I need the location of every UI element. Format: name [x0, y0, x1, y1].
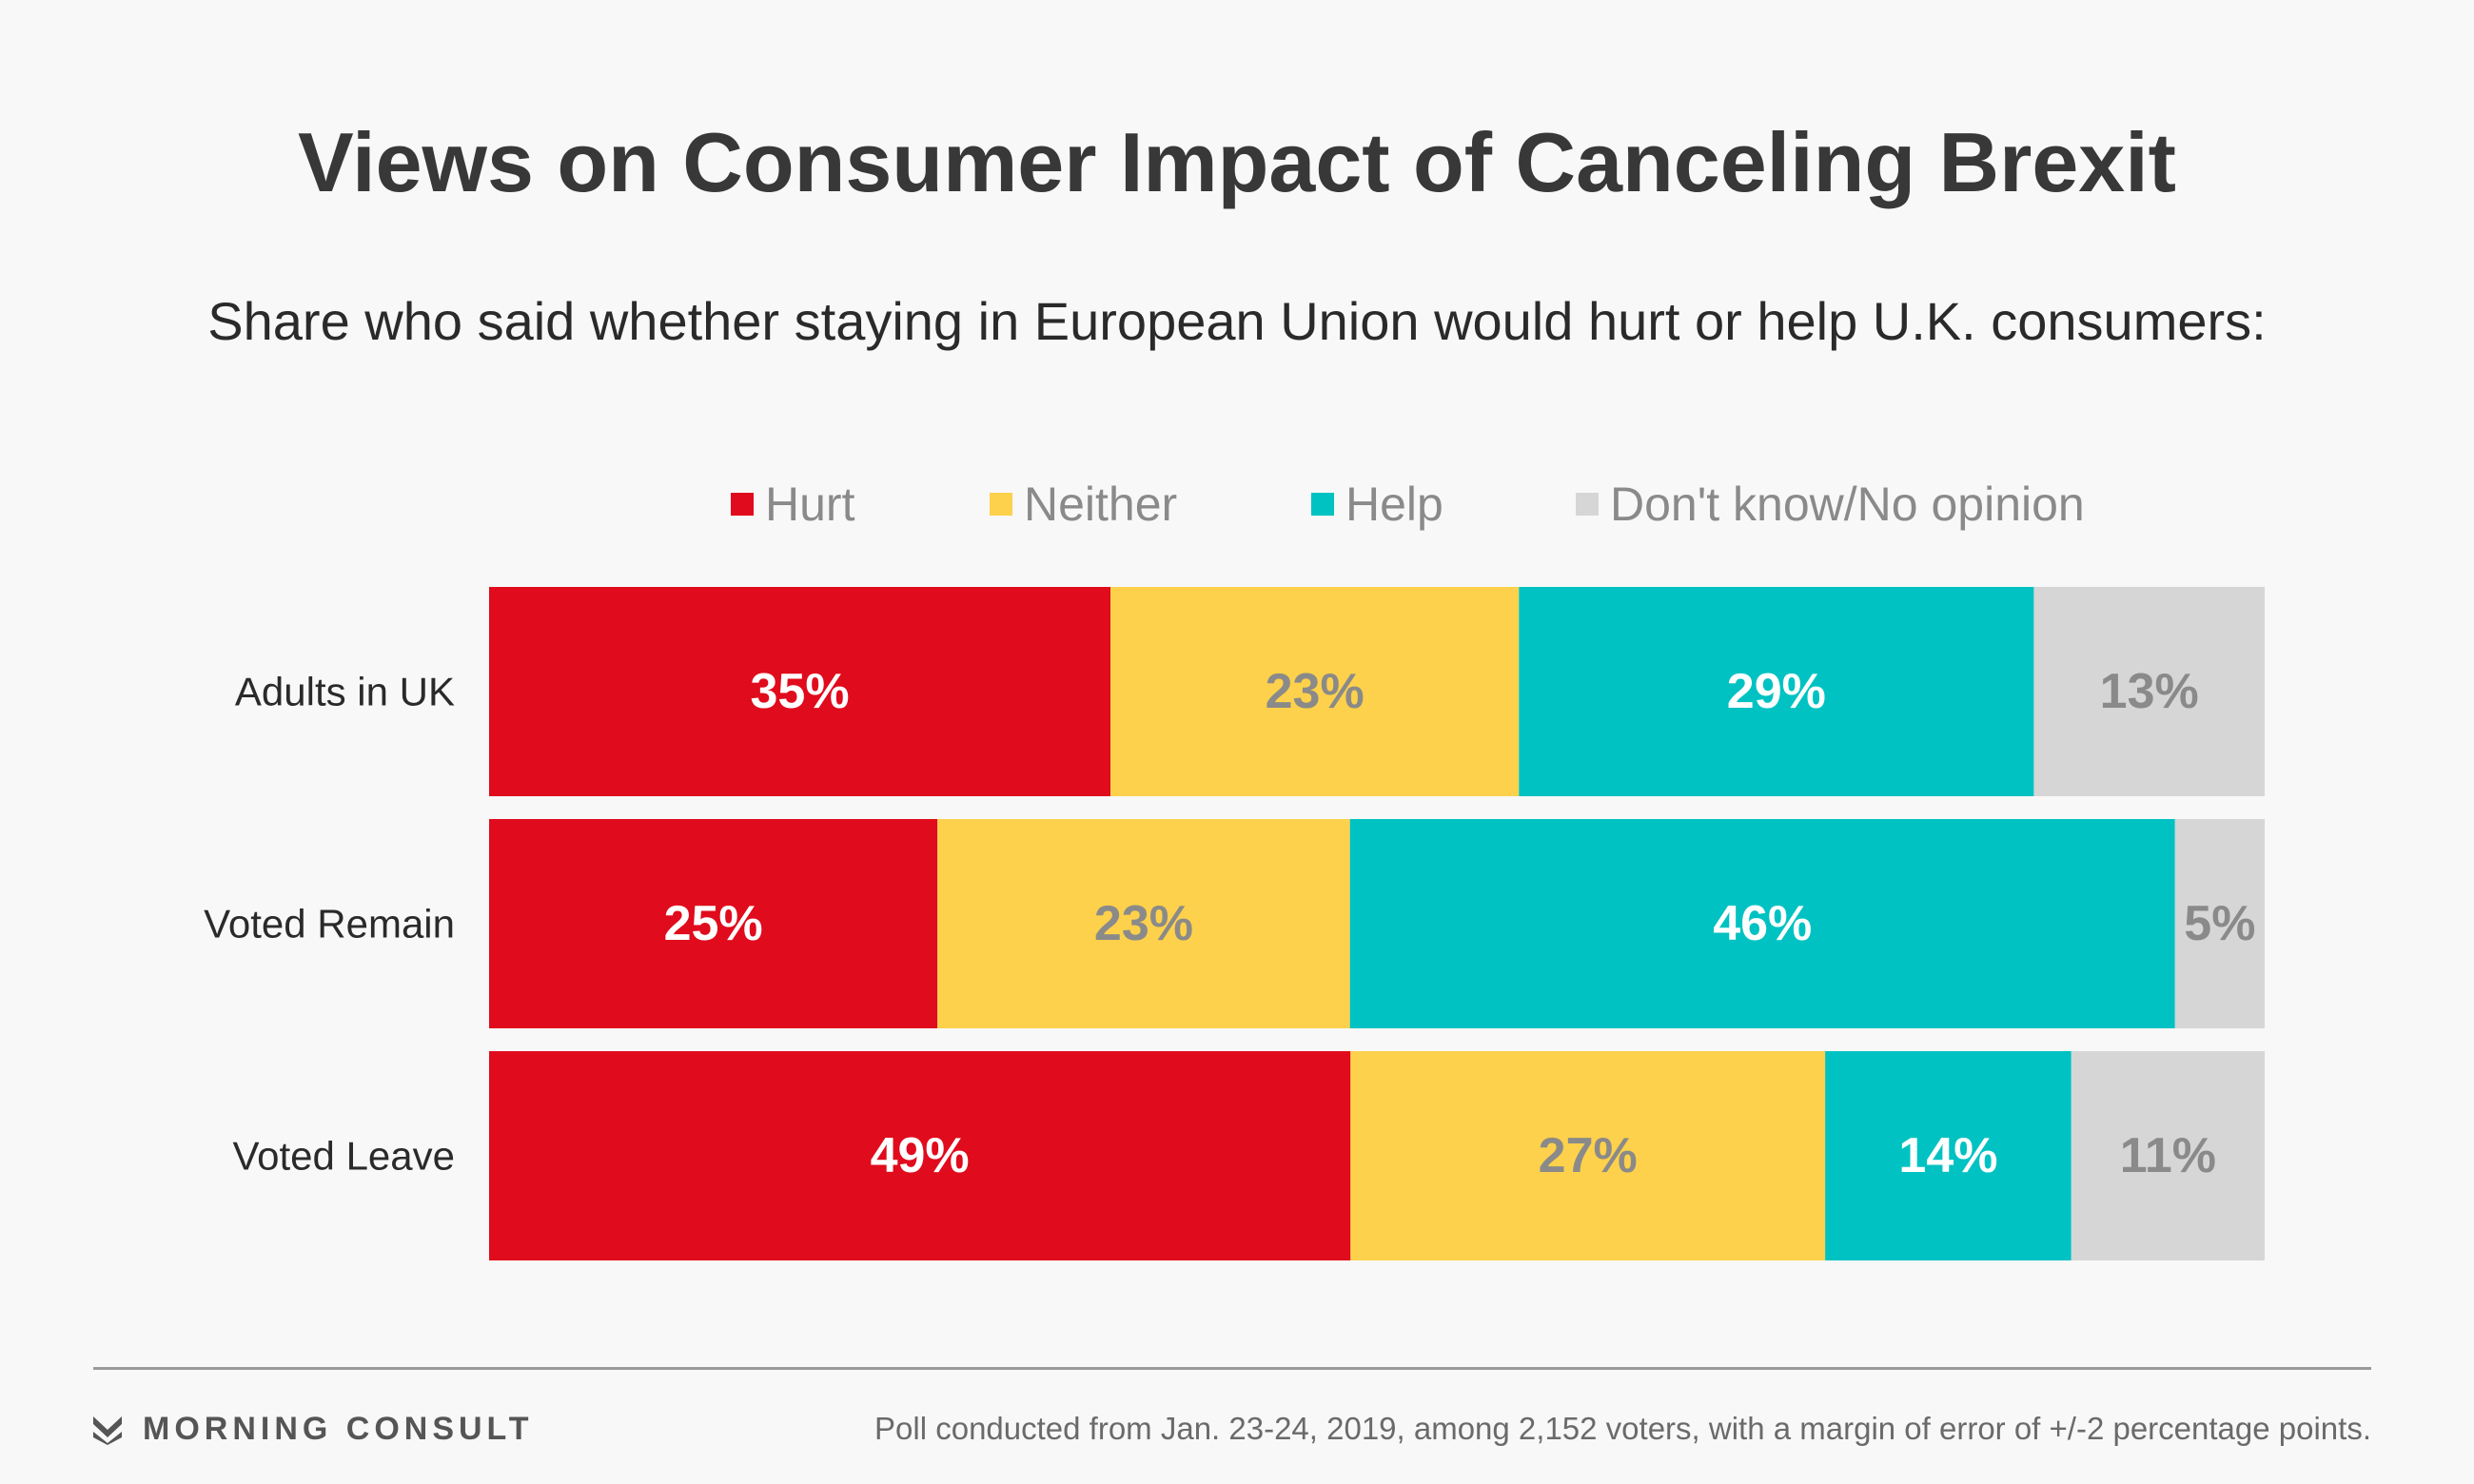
brand-name: MORNING CONSULT: [143, 1410, 534, 1447]
bar-segment-adults-in-uk-don-t-know-no-opinion: [2033, 587, 2265, 796]
bar-segment-voted-leave-hurt: [489, 1051, 1351, 1260]
data-label-voted-remain-hurt: 25%: [664, 896, 763, 951]
legend-label-help: Help: [1345, 478, 1443, 531]
legend-swatch-dont-know: [1576, 493, 1599, 516]
category-label-voted-leave: Voted Leave: [232, 1134, 455, 1179]
legend-label-dont-know: Don't know/No opinion: [1610, 478, 2085, 531]
bar-segment-voted-leave-neither: [1350, 1051, 1826, 1260]
brand: MORNING CONSULT: [91, 1408, 534, 1450]
legend-item-neither: Neither: [990, 476, 1177, 533]
data-label-voted-remain-help: 46%: [1713, 896, 1812, 951]
data-label-adults-in-uk-neither: 23%: [1266, 664, 1365, 719]
data-label-adults-in-uk-hurt: 35%: [751, 664, 850, 719]
legend-item-dont-know: Don't know/No opinion: [1576, 476, 2085, 533]
bar-segment-voted-remain-help: [1349, 819, 2175, 1028]
bar-segment-voted-remain-neither: [937, 819, 1350, 1028]
category-label-adults-in-uk: Adults in UK: [235, 670, 455, 714]
chart-title: Views on Consumer Impact of Canceling Br…: [298, 115, 2176, 209]
legend-item-hurt: Hurt: [731, 476, 854, 533]
category-label-voted-remain: Voted Remain: [204, 902, 455, 947]
legend-label-neither: Neither: [1024, 478, 1178, 531]
legend-item-help: Help: [1311, 476, 1443, 533]
data-label-voted-remain-neither: 23%: [1094, 896, 1193, 951]
chart-legend: Hurt Neither Help Don't know/No opinion: [0, 476, 2474, 533]
data-label-adults-in-uk-don-t-know-no-opinion: 13%: [2100, 664, 2199, 719]
data-label-voted-leave-help: 14%: [1898, 1128, 1997, 1183]
data-label-adults-in-uk-help: 29%: [1727, 664, 1826, 719]
bar-segment-adults-in-uk-neither: [1110, 587, 1520, 796]
bar-segment-adults-in-uk-help: [1519, 587, 2034, 796]
chart-subtitle: Share who said whether staying in Europe…: [207, 291, 2267, 351]
stacked-bar-chart: Adults in UK 35% 23% 29% 13% Voted Remain 25% 2…: [204, 587, 2265, 1260]
bar-segment-voted-remain-don-t-know-no-opinion: [2174, 819, 2265, 1028]
legend-swatch-hurt: [731, 493, 754, 516]
data-label-voted-leave-hurt: 49%: [871, 1128, 970, 1183]
legend-swatch-neither: [990, 493, 1012, 516]
morning-consult-logo-icon: [93, 1416, 122, 1445]
poll-footnote: Poll conducted from Jan. 23-24, 2019, am…: [874, 1411, 2371, 1446]
legend-label-hurt: Hurt: [765, 478, 855, 531]
data-label-voted-leave-don-t-know-no-opinion: 11%: [2120, 1128, 2216, 1183]
legend-swatch-help: [1311, 493, 1334, 516]
bar-segment-voted-remain-hurt: [489, 819, 938, 1028]
bar-segment-adults-in-uk-hurt: [489, 587, 1111, 796]
data-label-voted-leave-neither: 27%: [1539, 1128, 1638, 1183]
bar-segment-voted-leave-don-t-know-no-opinion: [2071, 1051, 2265, 1260]
bar-segment-voted-leave-help: [1825, 1051, 2071, 1260]
footer-divider: [93, 1367, 2371, 1370]
data-label-voted-remain-don-t-know-no-opinion: 5%: [2184, 896, 2255, 951]
